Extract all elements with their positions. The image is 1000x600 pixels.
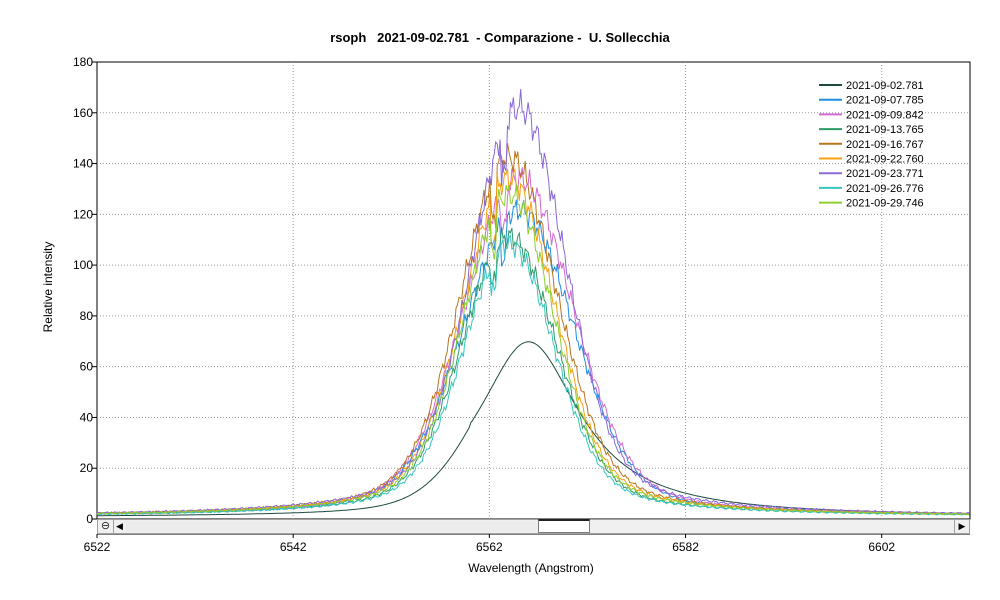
y-tick-label: 120 — [73, 207, 93, 221]
y-tick-label: 140 — [73, 157, 93, 171]
legend-label: 2021-09-02.781 — [846, 80, 924, 92]
y-axis-title: Relative intensity — [41, 241, 55, 333]
legend-label: 2021-09-07.785 — [846, 95, 924, 107]
legend-label: 2021-09-29.746 — [846, 198, 924, 210]
y-tick-label: 0 — [86, 512, 93, 526]
y-tick-label: 180 — [73, 55, 93, 69]
legend-label: 2021-09-22.760 — [846, 154, 924, 166]
scroll-thumb[interactable] — [538, 519, 590, 533]
x-tick-label: 6522 — [84, 540, 111, 554]
grid-lines — [97, 62, 970, 519]
legend-label: 2021-09-23.771 — [846, 168, 924, 180]
series-line — [96, 167, 970, 516]
y-tick-label: 20 — [80, 461, 94, 475]
chart-title: rsoph 2021-09-02.781 - Comparazione - U.… — [330, 30, 670, 45]
horizontal-scrollbar[interactable]: ⊖ ◀ ▶ — [97, 519, 970, 534]
scroll-left-icon[interactable]: ◀ — [116, 521, 123, 531]
plot-area — [96, 61, 971, 520]
y-tick-label: 160 — [73, 106, 93, 120]
scroll-right-icon[interactable]: ▶ — [954, 520, 969, 533]
y-tick-label: 80 — [80, 309, 94, 323]
y-tick-label: 40 — [80, 410, 94, 424]
x-axis-title: Wavelength (Angstrom) — [468, 561, 594, 575]
x-tick-label: 6582 — [672, 540, 699, 554]
series-line — [96, 88, 970, 515]
legend-label: 2021-09-09.842 — [846, 109, 924, 121]
y-tick-label: 100 — [73, 258, 93, 272]
zoom-reset-icon[interactable]: ⊖ — [98, 520, 114, 533]
scroll-track[interactable] — [126, 521, 538, 532]
series-lines — [96, 88, 970, 517]
axes: 0 20 40 60 80 100 120 140 160 180 6522 6542 6562 6582… — [73, 55, 970, 554]
x-tick-label: 6542 — [280, 540, 307, 554]
legend-label: 2021-09-16.767 — [846, 139, 924, 151]
legend-label: 2021-09-13.765 — [846, 124, 924, 136]
x-tick-label: 6562 — [476, 540, 503, 554]
series-line — [96, 183, 970, 516]
legend: 2021-09-02.781 2021-09-07.785 2021-09-09.8… — [819, 80, 924, 210]
x-tick-label: 6602 — [868, 540, 895, 554]
y-tick-label: 60 — [80, 360, 94, 374]
legend-label: 2021-09-26.776 — [846, 183, 924, 195]
